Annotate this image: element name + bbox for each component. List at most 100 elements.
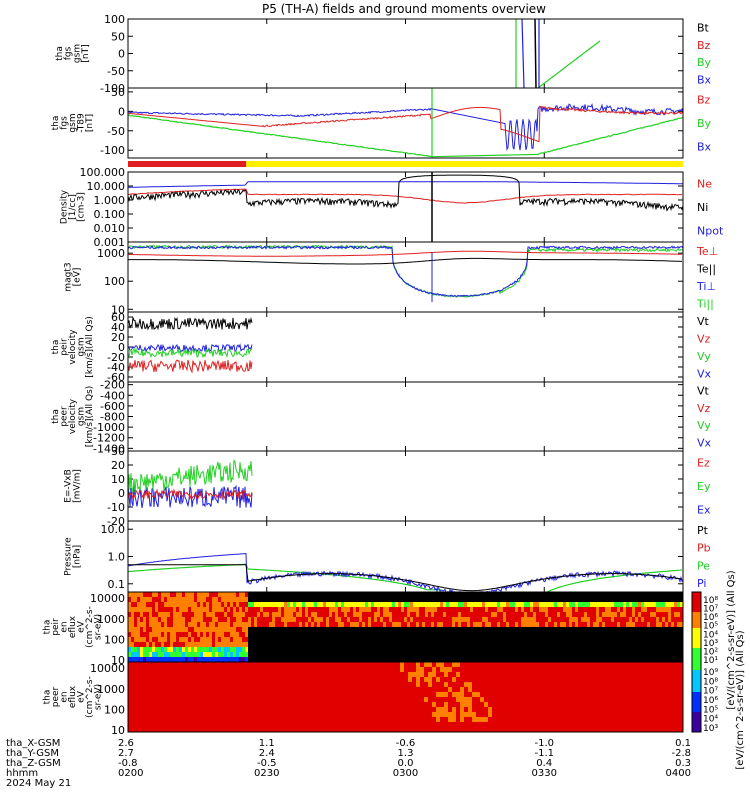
- spectrogram-cell: [640, 672, 644, 677]
- spectrogram-cell: [608, 682, 612, 687]
- colorbar-swatch: [692, 680, 701, 683]
- spectrogram-cell: [228, 682, 232, 687]
- spectrogram-cell: [136, 692, 140, 697]
- spectrogram-cell: [236, 647, 239, 652]
- spectrogram-cell: [548, 702, 552, 707]
- spectrogram-cell: [365, 612, 368, 617]
- spectrogram-cell: [482, 617, 485, 622]
- spectrogram-cell: [220, 692, 224, 697]
- spectrogram-cell: [388, 717, 392, 722]
- spectrogram-cell: [492, 682, 496, 687]
- spectrogram-cell: [356, 702, 360, 707]
- spectrogram-cell: [383, 607, 386, 612]
- spectrogram-cell: [167, 632, 170, 637]
- spectrogram-cell: [635, 622, 638, 627]
- spectrogram-cell: [284, 692, 288, 697]
- spectrogram-cell: [620, 727, 624, 732]
- spectrogram-cell: [480, 687, 484, 692]
- y-tick-label: 0: [118, 341, 125, 354]
- trace-Bx: [128, 103, 683, 152]
- spectrogram-cell: [659, 622, 662, 627]
- spectrogram-cell: [140, 642, 143, 647]
- y-axis-label: -T89: [77, 113, 87, 133]
- trace-Te-par: [128, 257, 683, 265]
- spectrogram-cell: [152, 602, 155, 607]
- spectrogram-cell: [149, 607, 152, 612]
- spectrogram-cell: [416, 602, 419, 607]
- spectrogram-cell: [296, 677, 300, 682]
- spectrogram-cell: [300, 672, 304, 677]
- spectrogram-cell: [400, 727, 404, 732]
- spectrogram-cell: [200, 597, 203, 602]
- spectrogram-cell: [264, 717, 268, 722]
- spectrogram-cell: [380, 722, 384, 727]
- spectrogram-cell: [368, 602, 371, 607]
- spectrogram-cell: [528, 692, 532, 697]
- spectrogram-cell: [197, 617, 200, 622]
- spectrogram-cell: [224, 627, 227, 632]
- spectrogram-cell: [224, 632, 227, 637]
- spectrogram-cell: [356, 607, 359, 612]
- spectrogram-cell: [146, 617, 149, 622]
- spectrogram-cell: [671, 617, 674, 622]
- spectrogram-cell: [652, 717, 656, 722]
- spectrogram-cell: [388, 702, 392, 707]
- spectrogram-cell: [284, 667, 288, 672]
- spectrogram-cell: [182, 597, 185, 602]
- spectrogram-cell: [230, 657, 233, 662]
- spectrogram-cell: [620, 682, 624, 687]
- spectrogram-cell: [348, 687, 352, 692]
- spectrogram-cell: [268, 707, 272, 712]
- spectrogram-cell: [563, 622, 566, 627]
- spectrogram-cell: [172, 712, 176, 717]
- spectrogram-cell: [516, 682, 520, 687]
- spectrogram-cell: [560, 607, 563, 612]
- spectrogram-cell: [408, 712, 412, 717]
- spectrogram-cell: [548, 687, 552, 692]
- spectrogram-cell: [336, 662, 340, 667]
- spectrogram-cell: [140, 672, 144, 677]
- spectrogram-cell: [503, 612, 506, 617]
- spectrogram-cell: [563, 602, 566, 607]
- colorbar-swatch: [692, 636, 701, 639]
- spectrogram-cell: [264, 712, 268, 717]
- spectrogram-cell: [168, 707, 172, 712]
- spectrogram-cell: [500, 607, 503, 612]
- spectrogram-cell: [588, 717, 592, 722]
- spectrogram-cell: [176, 677, 180, 682]
- spectrogram-cell: [170, 607, 173, 612]
- spectrogram-cell: [132, 712, 136, 717]
- spectrogram-cell: [368, 667, 372, 672]
- spectrogram-cell: [302, 607, 305, 612]
- spectrogram-cell: [444, 662, 448, 667]
- spectrogram-cell: [299, 607, 302, 612]
- spectrogram-cell: [500, 622, 503, 627]
- spectrogram-cell: [272, 687, 276, 692]
- spectrogram-cell: [628, 692, 632, 697]
- spectrogram-cell: [344, 602, 347, 607]
- spectrogram-cell: [146, 627, 149, 632]
- spectrogram-cell: [218, 627, 221, 632]
- spectrogram-cell: [644, 712, 648, 717]
- spectrogram-cell: [236, 692, 240, 697]
- spectrogram-cell: [172, 707, 176, 712]
- spectrogram-cell: [485, 617, 488, 622]
- spectrogram-cell: [528, 682, 532, 687]
- spectrogram-cell: [536, 707, 540, 712]
- spectrogram-cell: [383, 612, 386, 617]
- spectrogram-cell: [604, 692, 608, 697]
- spectrogram-cell: [340, 667, 344, 672]
- spectrogram-cell: [245, 637, 248, 642]
- y-axis-label: gsm: [77, 407, 87, 426]
- spectrogram-cell: [260, 617, 263, 622]
- spectrogram-cell: [185, 602, 188, 607]
- spectrogram-cell: [424, 697, 428, 702]
- spectrogram-cell: [623, 622, 626, 627]
- spectrogram-cell: [206, 632, 209, 637]
- spectrogram-cell: [136, 712, 140, 717]
- spectrogram-cell: [356, 662, 360, 667]
- spectrogram-cell: [377, 602, 380, 607]
- spectrogram-cell: [436, 692, 440, 697]
- spectrogram-cell: [626, 612, 629, 617]
- spectrogram-cell: [268, 662, 272, 667]
